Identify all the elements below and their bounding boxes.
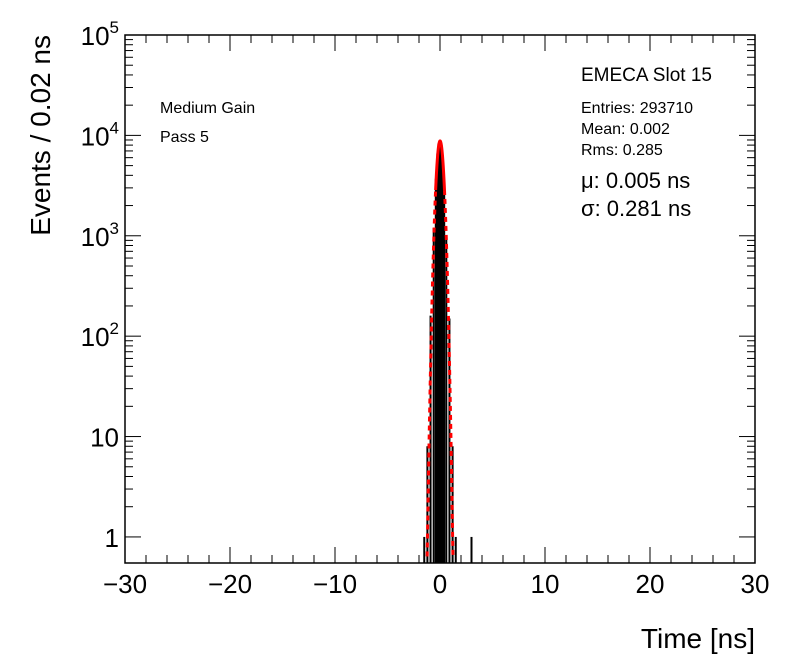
y-tick-label: 1 [105, 523, 119, 553]
y-tick-label: 104 [81, 118, 119, 151]
axis-ticks: −30 −20 −10 0 10 20 30 1 10 102 103 104 105 [81, 18, 770, 599]
slot-title: EMECA Slot 15 [581, 65, 712, 86]
x-tick-label: −10 [313, 569, 357, 599]
y-tick-label: 10 [90, 423, 119, 453]
y-tick-label: 103 [81, 219, 119, 252]
sigma-fit-value: σ: 0.281 ns [581, 196, 691, 221]
data-layer [423, 139, 473, 563]
rms-stat: Rms: 0.285 [581, 142, 663, 159]
y-axis-title: Events / 0.02 ns [25, 35, 56, 236]
pass-label: Pass 5 [160, 129, 209, 146]
y-tick-label: 105 [81, 18, 119, 51]
mean-stat: Mean: 0.002 [581, 121, 670, 138]
gain-label: Medium Gain [160, 100, 255, 117]
y-tick-label: 102 [81, 319, 119, 352]
x-tick-label: −20 [208, 569, 252, 599]
mu-fit-value: μ: 0.005 ns [581, 168, 690, 193]
fit-curve-right-tail [442, 189, 455, 557]
x-tick-label: −30 [103, 569, 147, 599]
fit-curve-left-tail [425, 189, 438, 557]
x-axis-title: Time [ns] [641, 623, 755, 654]
x-tick-label: 0 [433, 569, 447, 599]
x-tick-label: 20 [636, 569, 665, 599]
x-tick-label: 30 [741, 569, 770, 599]
entries-stat: Entries: 293710 [581, 100, 693, 117]
fit-curve-core [434, 139, 446, 191]
x-tick-label: 10 [531, 569, 560, 599]
